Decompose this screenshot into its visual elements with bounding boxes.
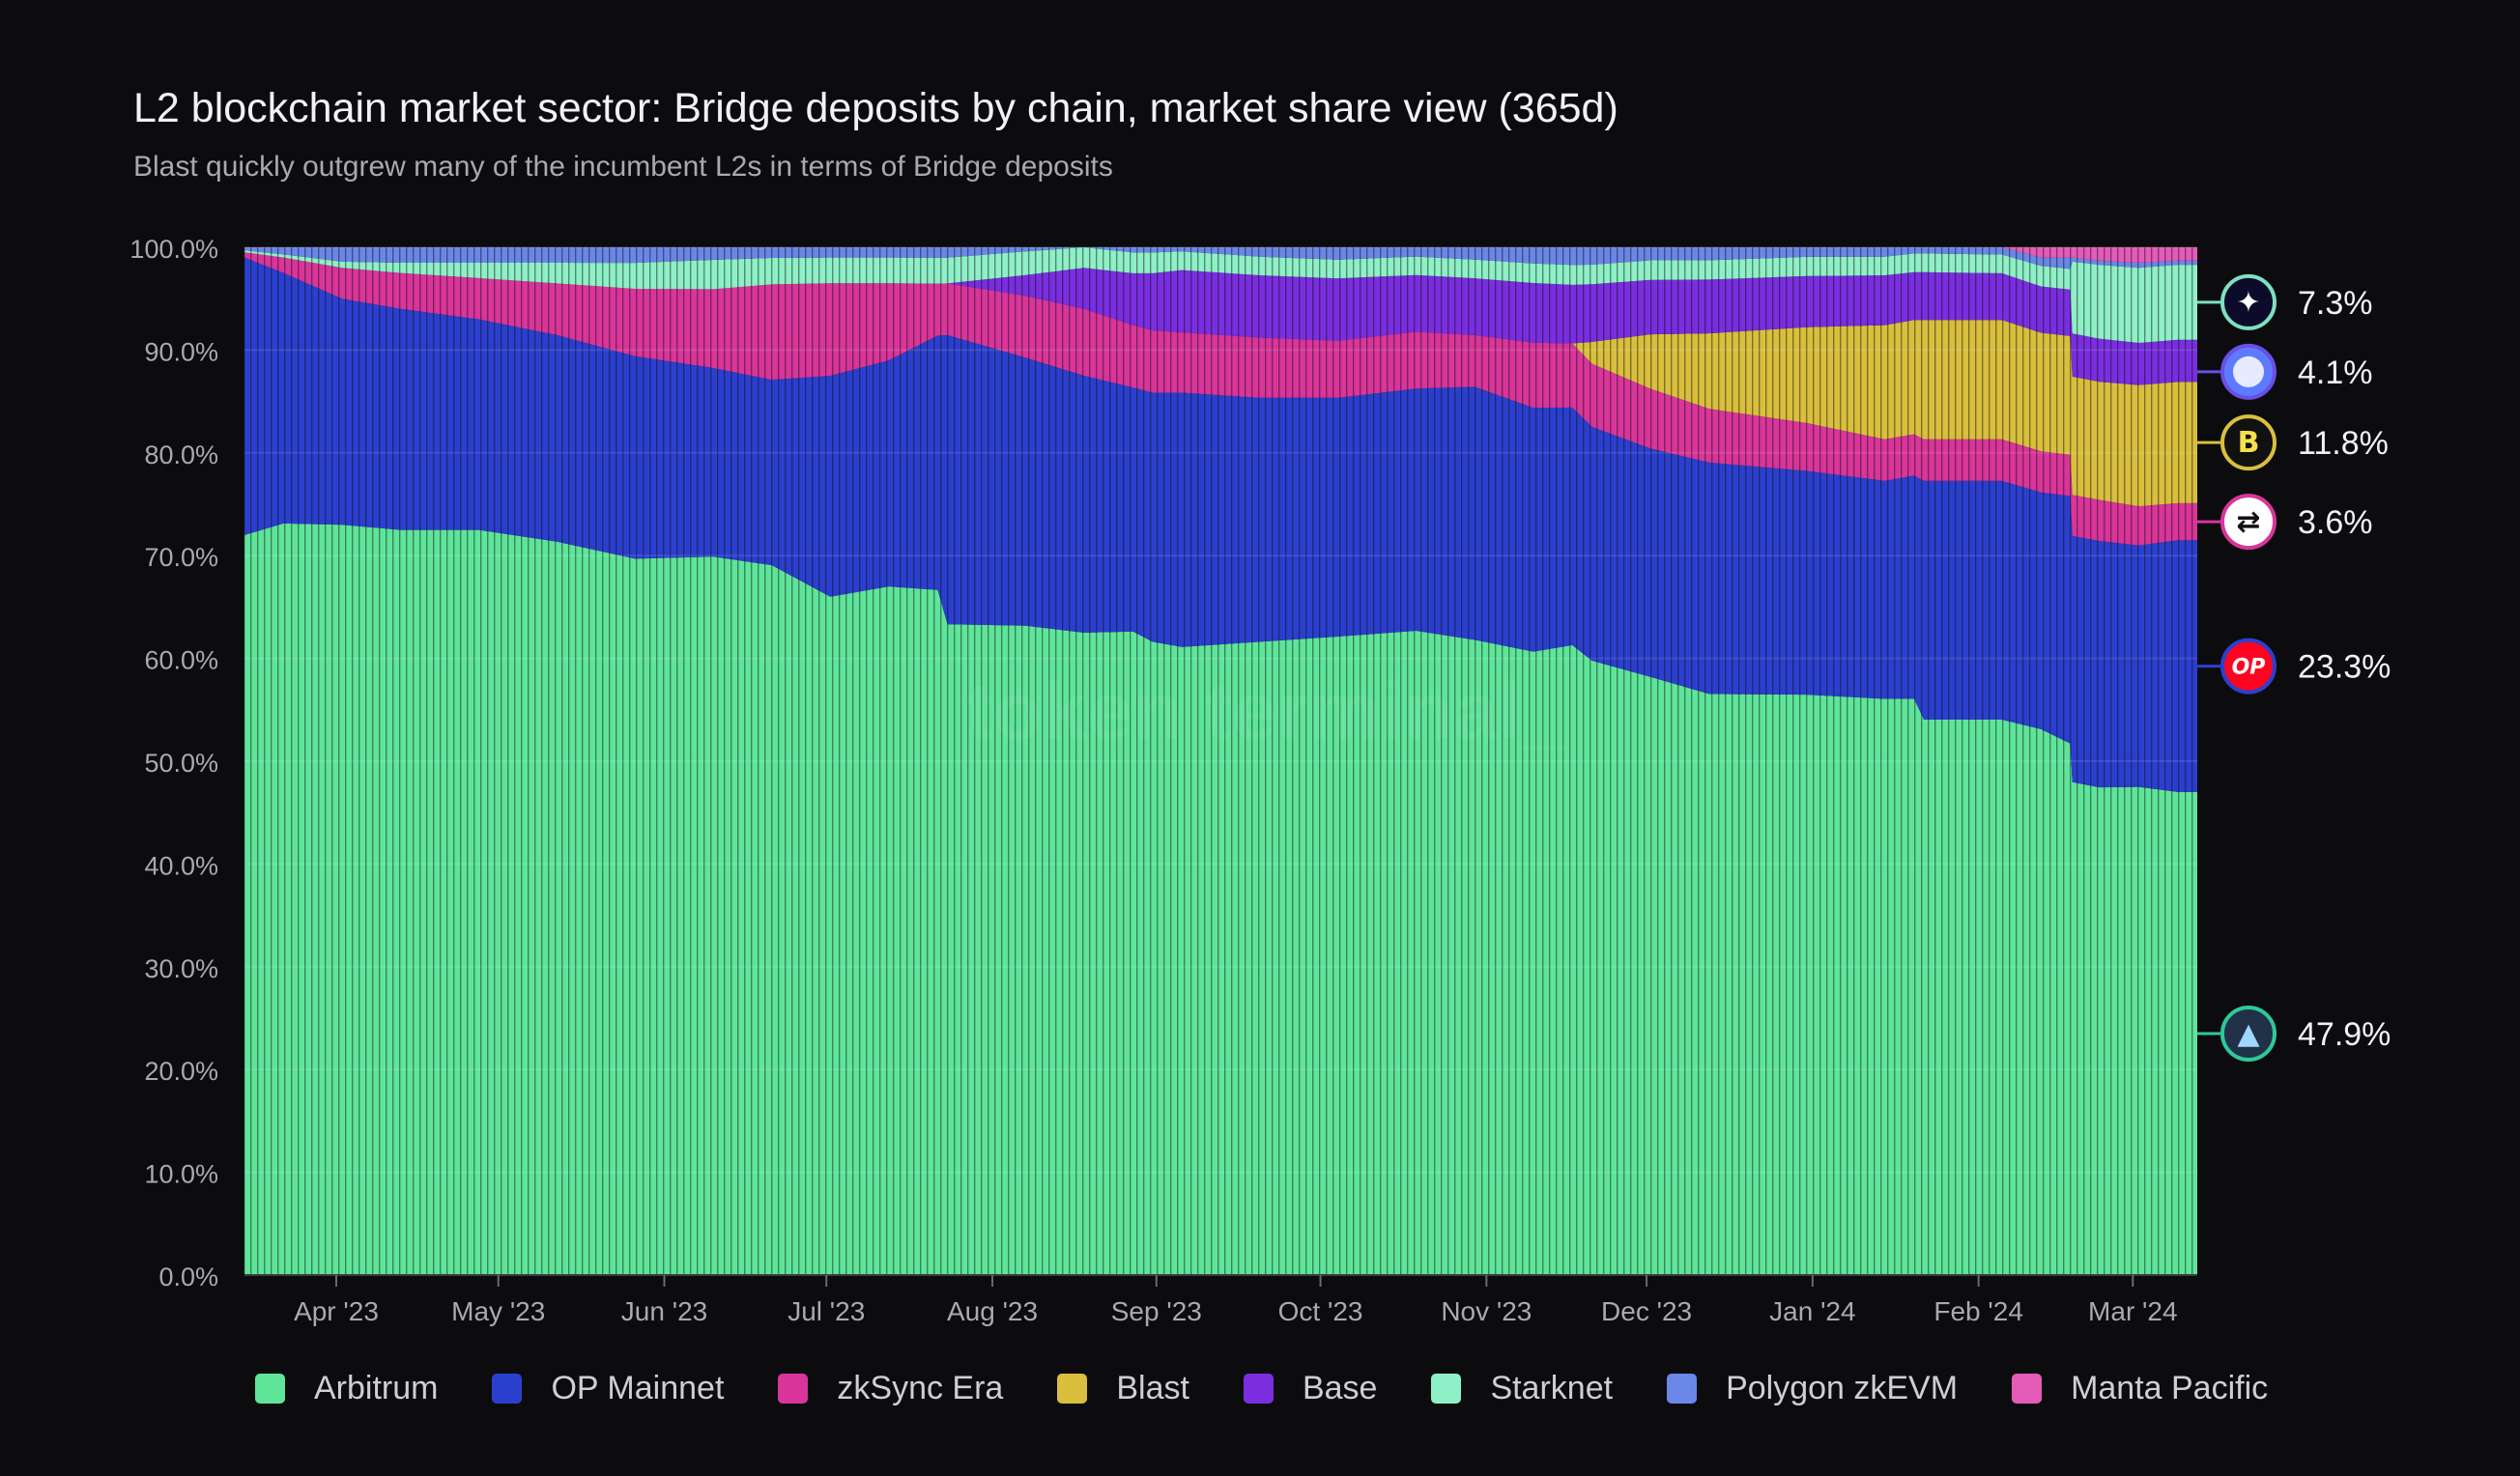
x-tick-label: Jul '23 <box>788 1296 865 1326</box>
legend-swatch <box>778 1374 809 1404</box>
y-tick-label: 40.0% <box>144 851 218 880</box>
end-label-value: 47.9% <box>2298 1016 2391 1053</box>
optimism-icon-glyph: OP <box>2232 656 2266 680</box>
optimism-icon <box>2220 638 2277 695</box>
starknet-icon-glyph: ✦ <box>2236 286 2260 320</box>
y-tick-label: 60.0% <box>144 646 218 675</box>
legend-label: OP Mainnet <box>551 1370 725 1406</box>
legend-item-polygon-zkevm[interactable]: Polygon zkEVM <box>1667 1370 1958 1407</box>
end-label-starknet: ✦ 7.3% <box>2197 273 2373 330</box>
bar-stripe-overlay <box>244 247 2197 1275</box>
y-tick-label: 20.0% <box>144 1057 218 1086</box>
blast-icon-glyph: B <box>2238 426 2260 460</box>
x-tick-label: May '23 <box>451 1296 545 1326</box>
base-icon-inner <box>2233 355 2264 387</box>
legend-item-manta-pacific[interactable]: Manta Pacific <box>2012 1370 2268 1407</box>
legend-swatch <box>1431 1374 1462 1404</box>
legend-item-blast[interactable]: Blast <box>1057 1370 1189 1407</box>
legend-item-starknet[interactable]: Starknet <box>1431 1370 1613 1407</box>
y-tick-label: 100.0% <box>129 235 218 264</box>
end-label-value: 23.3% <box>2298 649 2391 686</box>
y-tick-label: 50.0% <box>144 749 218 778</box>
y-tick-label: 90.0% <box>144 337 218 366</box>
end-label-blast: B 11.8% <box>2197 414 2389 471</box>
arbitrum-icon <box>2220 1005 2277 1062</box>
end-label-base: 4.1% <box>2197 343 2373 400</box>
blast-icon <box>2220 414 2277 471</box>
legend-swatch <box>492 1374 523 1404</box>
y-tick-label: 30.0% <box>144 954 218 983</box>
x-tick-label: Nov '23 <box>1441 1296 1532 1326</box>
legend-swatch <box>255 1374 285 1404</box>
legend-label: Base <box>1302 1370 1378 1406</box>
legend-item-arbitrum[interactable]: Arbitrum <box>255 1370 438 1407</box>
legend-swatch <box>1667 1374 1698 1404</box>
x-tick-label: Apr '23 <box>294 1296 379 1326</box>
end-label-value: 3.6% <box>2298 504 2373 541</box>
end-label-op-mainnet: OP 23.3% <box>2197 638 2391 695</box>
y-tick-label: 0.0% <box>158 1263 218 1292</box>
starknet-icon <box>2220 273 2277 330</box>
stacked-area-chart: 0.0% 10.0% 20.0% 30.0% 40.0% 50.0% 60.0% 70.0% 8… <box>129 235 2391 1326</box>
chart-legend: Arbitrum OP Mainnet zkSync Era Blast Base Sta… <box>255 1370 2322 1407</box>
legend-item-zksync-era[interactable]: zkSync Era <box>778 1370 1003 1407</box>
end-label-value: 7.3% <box>2298 285 2373 322</box>
legend-item-base[interactable]: Base <box>1243 1370 1378 1407</box>
legend-label: zkSync Era <box>837 1370 1004 1406</box>
legend-swatch <box>1243 1374 1274 1404</box>
x-tick-label: Aug '23 <box>947 1296 1038 1326</box>
legend-label: Arbitrum <box>314 1370 439 1406</box>
legend-swatch <box>1057 1374 1088 1404</box>
end-label-value: 11.8% <box>2298 425 2389 462</box>
zksync-icon-glyph: ⇄ <box>2236 505 2260 539</box>
end-label-arbitrum: ▲ 47.9% <box>2197 1005 2391 1062</box>
x-tick-label: Feb '24 <box>1933 1296 2023 1326</box>
legend-label: Starknet <box>1490 1370 1614 1406</box>
legend-swatch <box>2012 1374 2043 1404</box>
legend-label: Blast <box>1116 1370 1189 1406</box>
legend-item-op-mainnet[interactable]: OP Mainnet <box>492 1370 724 1407</box>
y-tick-label: 10.0% <box>144 1160 218 1189</box>
x-tick-label: Jun '23 <box>621 1296 707 1326</box>
watermark: token terminal_ <box>966 666 1567 756</box>
x-tick-label: Oct '23 <box>1278 1296 1363 1326</box>
zksync-icon <box>2220 494 2277 551</box>
chart-subtitle: Blast quickly outgrew many of the incumb… <box>133 151 1113 183</box>
legend-label: Polygon zkEVM <box>1726 1370 1959 1406</box>
end-label-zksync-era: ⇄ 3.6% <box>2197 494 2373 551</box>
x-tick-label: Dec '23 <box>1601 1296 1692 1326</box>
chart-title: L2 blockchain market sector: Bridge depo… <box>133 85 1618 131</box>
arbitrum-icon-glyph: ▲ <box>2237 1017 2259 1051</box>
y-tick-label: 70.0% <box>144 543 218 572</box>
x-tick-label: Jan '24 <box>1769 1296 1855 1326</box>
x-tick-label: Sep '23 <box>1111 1296 1202 1326</box>
x-tick-label: Mar '24 <box>2088 1296 2178 1326</box>
y-tick-label: 80.0% <box>144 440 218 469</box>
end-label-value: 4.1% <box>2298 355 2373 391</box>
legend-label: Manta Pacific <box>2071 1370 2269 1406</box>
